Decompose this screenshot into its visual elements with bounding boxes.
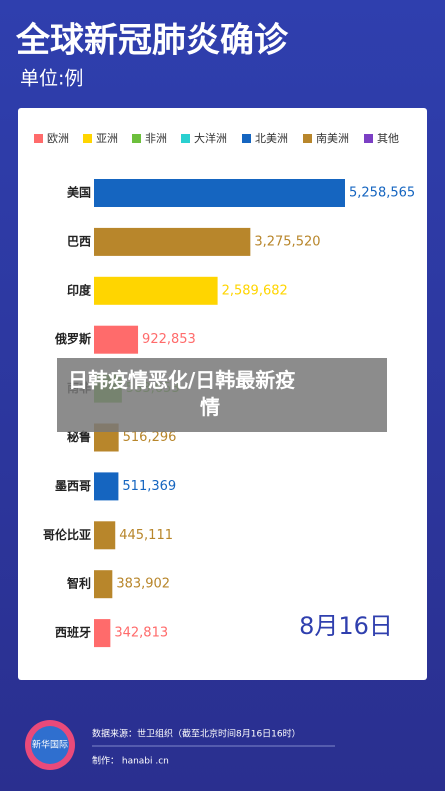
category-label: 哥伦比亚 — [43, 527, 91, 542]
legend-label: 北美洲 — [255, 132, 288, 145]
logo-text: 新华国际 — [32, 739, 68, 751]
value-label: 383,902 — [116, 577, 170, 592]
legend-label: 欧洲 — [47, 132, 69, 145]
overlay-banner — [57, 358, 387, 432]
legend-swatch — [242, 134, 251, 143]
value-label: 511,369 — [122, 479, 176, 494]
category-label: 墨西哥 — [55, 479, 91, 493]
category-label: 秘鲁 — [67, 429, 91, 444]
bar — [94, 227, 251, 256]
category-label: 西班牙 — [55, 625, 91, 640]
credit: 制作： hanabi .cn — [92, 755, 169, 767]
legend-label: 其他 — [377, 132, 399, 145]
value-label: 516,296 — [123, 430, 177, 445]
category-label: 美国 — [67, 185, 91, 200]
legend-label: 亚洲 — [96, 132, 118, 145]
value-label: 922,853 — [142, 332, 196, 347]
legend-swatch — [83, 134, 92, 143]
legend-swatch — [303, 134, 312, 143]
value-label: 2,589,682 — [222, 283, 288, 298]
legend-label: 非洲 — [145, 132, 167, 145]
date: 8月16日 — [299, 612, 393, 640]
bar — [94, 472, 119, 501]
category-label: 智利 — [66, 576, 91, 591]
bar — [94, 325, 139, 354]
title: 全球新冠肺炎确诊 — [15, 21, 289, 61]
bar — [94, 619, 111, 648]
subtitle: 单位:例 — [20, 68, 83, 90]
source: 数据来源：世卫组织（截至北京时间8月16日16时） — [92, 728, 301, 740]
bar — [94, 276, 218, 305]
legend-swatch — [132, 134, 141, 143]
value-label: 3,275,520 — [254, 234, 320, 249]
legend-swatch — [181, 134, 190, 143]
value-label: 445,111 — [119, 528, 173, 543]
legend-label: 大洋洲 — [194, 131, 227, 145]
overlay-text: 日韩疫情恶化/日韩最新疫情 — [68, 368, 295, 419]
legend-swatch — [364, 134, 373, 143]
legend-label: 南美洲 — [316, 132, 349, 145]
bar — [94, 521, 116, 550]
bar — [94, 570, 113, 599]
category-label: 印度 — [67, 282, 92, 297]
category-label: 俄罗斯 — [54, 331, 91, 346]
logo-inner — [31, 726, 69, 764]
bar — [94, 179, 345, 207]
value-label: 5,258,565 — [349, 186, 415, 201]
value-label: 342,813 — [114, 626, 168, 641]
category-label: 巴西 — [67, 234, 91, 248]
legend-swatch — [34, 134, 43, 143]
